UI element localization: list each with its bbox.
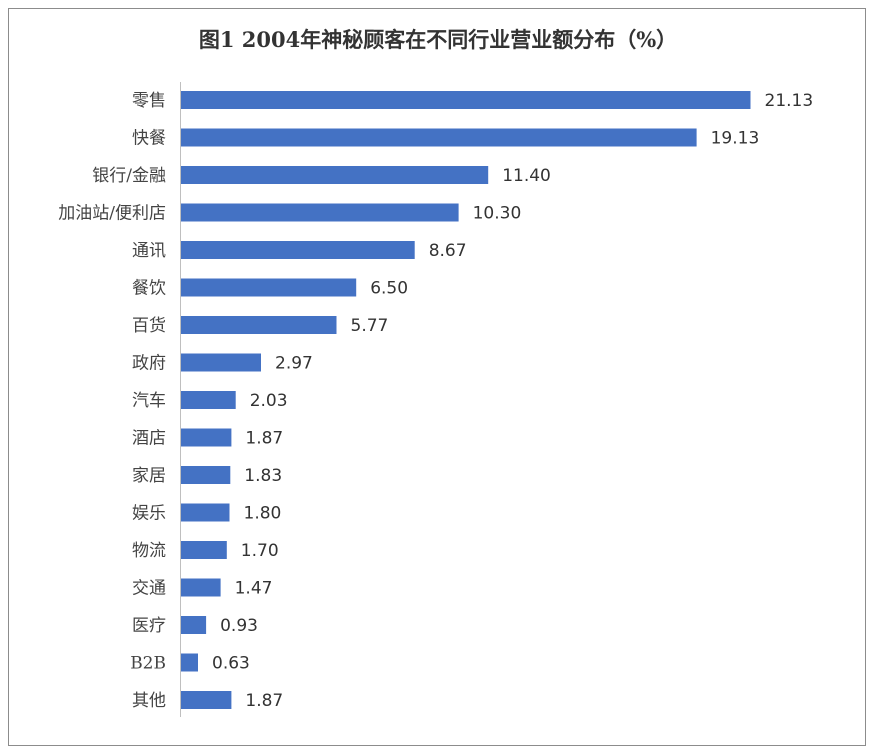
bar-13 <box>181 578 221 597</box>
bar-10 <box>181 466 231 484</box>
value-label: 1.87 <box>245 429 283 449</box>
bar-7 <box>181 353 261 372</box>
category-label: 政府 <box>132 354 166 374</box>
value-label: 2.03 <box>250 391 288 411</box>
bar-15 <box>181 653 198 672</box>
chart-title: 图1 2004年神秘顾客在不同行业营业额分布（%） <box>198 27 678 52</box>
value-label: 8.67 <box>429 241 467 261</box>
category-label: 酒店 <box>132 429 166 449</box>
category-label: B2B <box>130 654 166 674</box>
category-label: 通讯 <box>132 241 166 261</box>
category-label: 医疗 <box>132 616 166 636</box>
bar-4 <box>181 241 415 259</box>
category-label: 快餐 <box>132 129 166 149</box>
value-label: 11.40 <box>502 166 551 186</box>
value-label: 19.13 <box>711 129 760 149</box>
category-label: 百货 <box>132 316 166 336</box>
bar-14 <box>181 616 207 634</box>
category-label: 交通 <box>132 579 166 599</box>
category-label: 零售 <box>132 91 166 111</box>
value-label: 6.50 <box>370 279 408 299</box>
value-label: 1.80 <box>244 504 282 524</box>
bar-11 <box>181 503 230 522</box>
category-label: 汽车 <box>132 391 166 411</box>
value-label: 1.47 <box>235 579 273 599</box>
value-label: 21.13 <box>765 91 814 111</box>
bar-6 <box>181 316 337 334</box>
value-label: 10.30 <box>473 204 522 224</box>
bar-1 <box>181 128 697 147</box>
category-label: 娱乐 <box>132 504 166 524</box>
bar-8 <box>181 391 236 409</box>
category-label: 家居 <box>132 466 166 486</box>
value-label: 2.97 <box>275 354 313 374</box>
bar-12 <box>181 541 227 559</box>
value-label: 0.93 <box>220 616 258 636</box>
value-label: 0.63 <box>212 654 250 674</box>
category-label: 银行/金融 <box>92 166 166 186</box>
bar-9 <box>181 428 232 447</box>
category-label: 物流 <box>132 541 166 561</box>
bar-0 <box>181 91 751 109</box>
category-label: 加油站/便利店 <box>58 204 166 224</box>
bar-16 <box>181 691 232 709</box>
value-label: 1.83 <box>244 466 282 486</box>
bar-5 <box>181 278 357 297</box>
bar-2 <box>181 166 489 184</box>
value-label: 1.87 <box>245 691 283 711</box>
category-label: 餐饮 <box>132 279 166 299</box>
value-label: 1.70 <box>241 541 279 561</box>
value-label: 5.77 <box>351 316 389 336</box>
bar-3 <box>181 203 459 222</box>
category-label: 其他 <box>132 691 166 711</box>
